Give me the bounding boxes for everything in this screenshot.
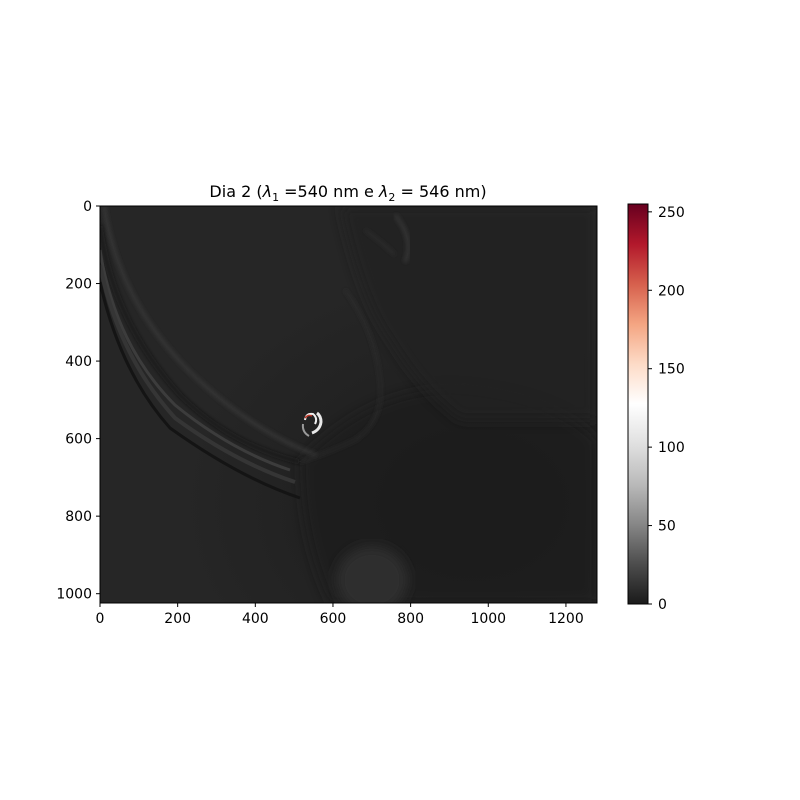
plot-frame — [99, 205, 598, 604]
x-tick-label: 400 — [242, 611, 269, 627]
tube-edge — [100, 249, 291, 472]
y-tick-label: 400 — [65, 354, 92, 370]
dark-region — [340, 206, 597, 420]
y-axis: 0 200 400 600 800 1000 — [56, 199, 100, 603]
tube-edge — [100, 225, 301, 464]
x-tick-label: 1000 — [470, 611, 506, 627]
colorbar-tick-label: 150 — [658, 362, 685, 378]
tube-edge — [364, 229, 396, 256]
tube-edge — [102, 206, 317, 457]
y-tick-label: 800 — [65, 509, 92, 525]
colorbar-tick-label: 100 — [658, 440, 685, 456]
x-tick-label: 200 — [164, 611, 191, 627]
colorbar-tick-label: 250 — [658, 205, 685, 221]
colorbar-axis: 0 50 100 150 200 250 — [648, 205, 685, 613]
y-tick-label: 600 — [65, 432, 92, 448]
x-tick-label: 600 — [320, 611, 347, 627]
x-tick-label: 0 — [96, 611, 105, 627]
bright-spot — [301, 411, 323, 437]
colorbar — [627, 203, 649, 605]
bright-blob — [336, 546, 408, 603]
tube-edge — [393, 214, 410, 263]
colorbar-tick-label: 0 — [658, 597, 667, 613]
tube-edge — [100, 264, 296, 484]
colorbar-tick-label: 50 — [658, 519, 676, 535]
tube-edge — [299, 289, 382, 463]
colorbar-tick-label: 200 — [658, 283, 685, 299]
y-tick-label: 1000 — [56, 587, 92, 603]
x-tick-label: 1200 — [548, 611, 584, 627]
tube-edge — [100, 281, 301, 500]
heatmap-image — [100, 206, 597, 603]
x-tick-label: 800 — [397, 611, 424, 627]
x-axis: 0 200 400 600 800 1000 1200 — [96, 603, 584, 627]
y-tick-label: 0 — [83, 199, 92, 215]
chart-title: Dia 2 (λ1 =540 nm e λ2 = 546 nm) — [209, 182, 486, 204]
y-tick-label: 200 — [65, 277, 92, 293]
